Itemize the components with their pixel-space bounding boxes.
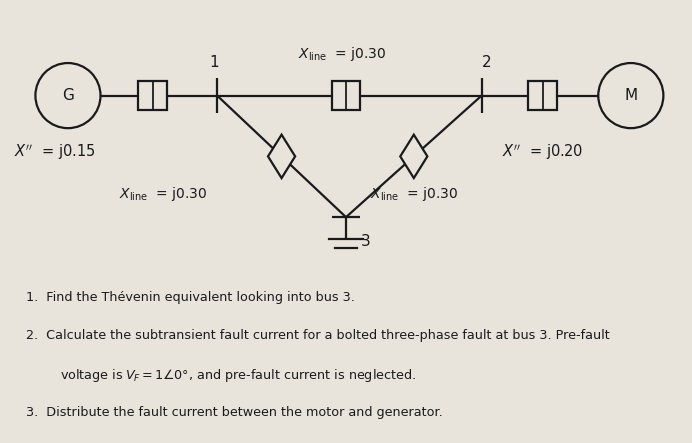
Text: 3.  Distribute the fault current between the motor and generator.: 3. Distribute the fault current between … bbox=[26, 406, 443, 419]
Text: $X^{\prime\prime}$  = j0.20: $X^{\prime\prime}$ = j0.20 bbox=[502, 142, 583, 162]
Text: 3: 3 bbox=[361, 233, 371, 249]
Text: G: G bbox=[62, 88, 74, 103]
Bar bbox=[529, 82, 557, 110]
Text: M: M bbox=[624, 88, 637, 103]
Text: $X_{\rm line}$  = j0.30: $X_{\rm line}$ = j0.30 bbox=[370, 185, 458, 202]
Text: 2.  Calculate the subtransient fault current for a bolted three-phase fault at b: 2. Calculate the subtransient fault curr… bbox=[26, 329, 610, 342]
Bar bbox=[138, 82, 167, 110]
Text: 1: 1 bbox=[209, 54, 219, 70]
Text: $X^{\prime\prime}$  = j0.15: $X^{\prime\prime}$ = j0.15 bbox=[14, 142, 95, 162]
Text: $X_{\rm line}$  = j0.30: $X_{\rm line}$ = j0.30 bbox=[118, 185, 207, 202]
Text: 1.  Find the Thévenin equivalent looking into bus 3.: 1. Find the Thévenin equivalent looking … bbox=[26, 291, 355, 304]
Text: voltage is $V_{\!F} = 1\angle0°$, and pre-fault current is neglected.: voltage is $V_{\!F} = 1\angle0°$, and pr… bbox=[60, 367, 416, 385]
Text: 2: 2 bbox=[482, 54, 492, 70]
Polygon shape bbox=[400, 135, 428, 178]
Text: $X_{\rm line}$  = j0.30: $X_{\rm line}$ = j0.30 bbox=[298, 45, 387, 63]
Bar bbox=[331, 82, 361, 110]
Ellipse shape bbox=[599, 63, 664, 128]
Ellipse shape bbox=[35, 63, 100, 128]
Polygon shape bbox=[268, 135, 295, 178]
